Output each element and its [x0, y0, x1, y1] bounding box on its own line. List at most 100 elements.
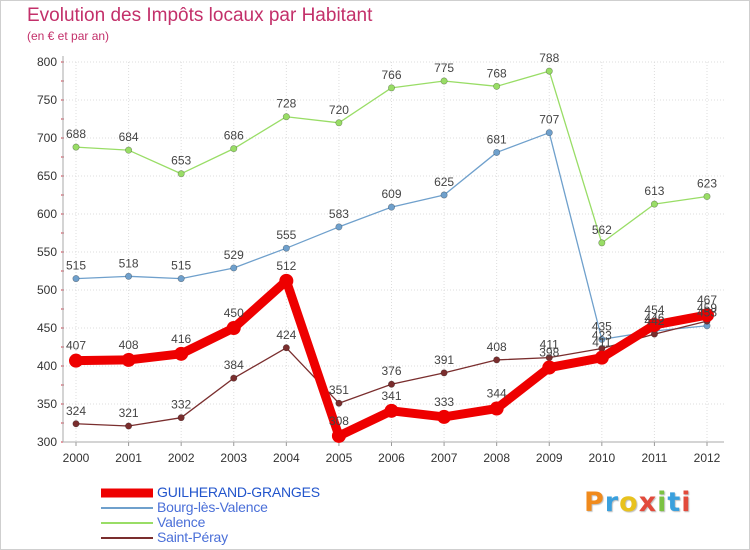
data-point-bourg-les-valence: [440, 191, 448, 199]
y-tick-label: 450: [37, 321, 57, 335]
legend-item-guilherand-granges: GUILHERAND-GRANGES: [101, 485, 401, 500]
data-point-valence: [335, 119, 343, 127]
logo-letter: P: [584, 487, 605, 518]
data-point-valence: [440, 77, 448, 85]
data-point-guilherand-granges: [542, 360, 557, 375]
y-tick-label: 500: [37, 283, 57, 297]
data-point-valence: [125, 146, 133, 154]
data-point-guilherand-granges: [489, 401, 504, 416]
data-point-saint-peray: [177, 414, 185, 422]
data-label-saint-peray: 332: [171, 398, 191, 412]
x-tick-label: 2001: [115, 451, 142, 465]
data-point-bourg-les-valence: [545, 129, 553, 137]
y-tick-label: 300: [37, 435, 57, 449]
data-label-guilherand-granges: 411: [592, 336, 611, 350]
data-point-bourg-les-valence: [177, 275, 185, 283]
logo-letter: x: [638, 487, 658, 518]
y-tick-label: 350: [37, 397, 57, 411]
y-tick-label: 400: [37, 359, 57, 373]
data-point-saint-peray: [440, 369, 448, 377]
data-label-saint-peray: 424: [276, 328, 296, 342]
data-point-saint-peray: [387, 380, 395, 388]
data-label-valence: 720: [329, 103, 349, 117]
y-tick-label: 550: [37, 245, 57, 259]
legend-swatch-bourg-les-valence: [101, 506, 153, 509]
data-label-guilherand-granges: 308: [329, 414, 349, 428]
data-label-guilherand-granges: 454: [644, 303, 664, 317]
series-guilherand-granges: [69, 273, 714, 443]
data-label-saint-peray: 351: [329, 383, 349, 397]
data-point-saint-peray: [335, 399, 343, 407]
data-label-guilherand-granges: 341: [381, 389, 401, 403]
data-point-saint-peray: [72, 420, 80, 428]
data-point-valence: [650, 200, 658, 208]
proxiti-logo: Proxiti: [584, 487, 692, 518]
data-point-bourg-les-valence: [387, 203, 395, 211]
x-tick-label: 2008: [483, 451, 510, 465]
data-label-guilherand-granges: 344: [487, 387, 507, 401]
legend-label-guilherand-granges: GUILHERAND-GRANGES: [157, 484, 320, 500]
data-point-guilherand-granges: [121, 352, 136, 367]
legend: GUILHERAND-GRANGES Bourg-lès-Valence Val…: [101, 485, 401, 545]
data-label-bourg-les-valence: 446: [644, 311, 664, 325]
data-label-valence: 688: [66, 127, 86, 141]
data-labels: 515 518 515 529 555 583 609 625 681 707 435 446 453 6…: [66, 51, 717, 428]
data-label-guilherand-granges: 333: [434, 395, 454, 409]
x-tick-label: 2012: [694, 451, 721, 465]
data-label-saint-peray: 411: [540, 338, 559, 352]
data-point-saint-peray: [230, 374, 238, 382]
data-label-saint-peray: 408: [487, 340, 507, 354]
data-label-valence: 684: [119, 130, 139, 144]
data-label-valence: 613: [644, 184, 664, 198]
data-point-guilherand-granges: [384, 403, 399, 418]
series-valence: [72, 67, 711, 247]
data-label-valence: 653: [171, 154, 191, 168]
grid: [63, 61, 724, 443]
legend-label-saint-peray: Saint-Péray: [157, 529, 228, 545]
x-tick-label: 2003: [220, 451, 247, 465]
data-label-guilherand-granges: 408: [119, 338, 139, 352]
data-point-guilherand-granges: [700, 308, 714, 323]
data-label-saint-peray: 391: [434, 353, 454, 367]
data-point-guilherand-granges: [174, 346, 189, 361]
data-label-guilherand-granges: 450: [224, 306, 244, 320]
data-label-valence: 728: [276, 97, 296, 111]
x-tick-label: 2002: [168, 451, 195, 465]
data-label-saint-peray: 384: [224, 358, 244, 372]
legend-label-valence: Valence: [157, 514, 206, 530]
x-tick-label: 2010: [588, 451, 615, 465]
data-point-bourg-les-valence: [335, 223, 343, 231]
data-label-bourg-les-valence: 515: [171, 259, 191, 273]
data-label-bourg-les-valence: 518: [119, 256, 139, 270]
data-label-saint-peray: 442: [644, 314, 664, 328]
data-point-guilherand-granges: [594, 350, 609, 365]
data-label-bourg-les-valence: 453: [697, 306, 717, 320]
legend-swatch-valence: [101, 521, 153, 524]
data-label-saint-peray: 459: [697, 301, 717, 315]
data-point-bourg-les-valence: [493, 148, 501, 156]
x-tick-label: 2004: [273, 451, 300, 465]
x-tick-label: 2005: [326, 451, 353, 465]
y-tick-label: 750: [37, 93, 57, 107]
data-point-saint-peray: [493, 356, 501, 364]
data-label-bourg-les-valence: 609: [381, 187, 401, 201]
data-label-bourg-les-valence: 529: [224, 248, 244, 262]
legend-swatch-guilherand-granges: [101, 488, 153, 497]
data-point-bourg-les-valence: [230, 264, 238, 272]
data-label-valence: 768: [487, 66, 507, 80]
data-point-guilherand-granges: [279, 273, 294, 288]
data-label-saint-peray: 376: [381, 364, 401, 378]
logo-letter: t: [667, 487, 682, 518]
data-label-saint-peray: 321: [119, 406, 139, 420]
series-bourg-les-valence: [72, 129, 711, 343]
legend-item-valence: Valence: [101, 515, 401, 530]
logo-letter: i: [657, 487, 668, 518]
data-point-saint-peray: [125, 422, 133, 430]
data-label-bourg-les-valence: 435: [592, 319, 612, 333]
chart-title: Evolution des Impôts locaux par Habitant: [27, 5, 373, 26]
chart-subtitle: (en € et par an): [27, 29, 110, 43]
data-label-bourg-les-valence: 707: [539, 113, 559, 127]
data-label-valence: 775: [434, 61, 454, 75]
logo-letter: r: [604, 487, 620, 518]
